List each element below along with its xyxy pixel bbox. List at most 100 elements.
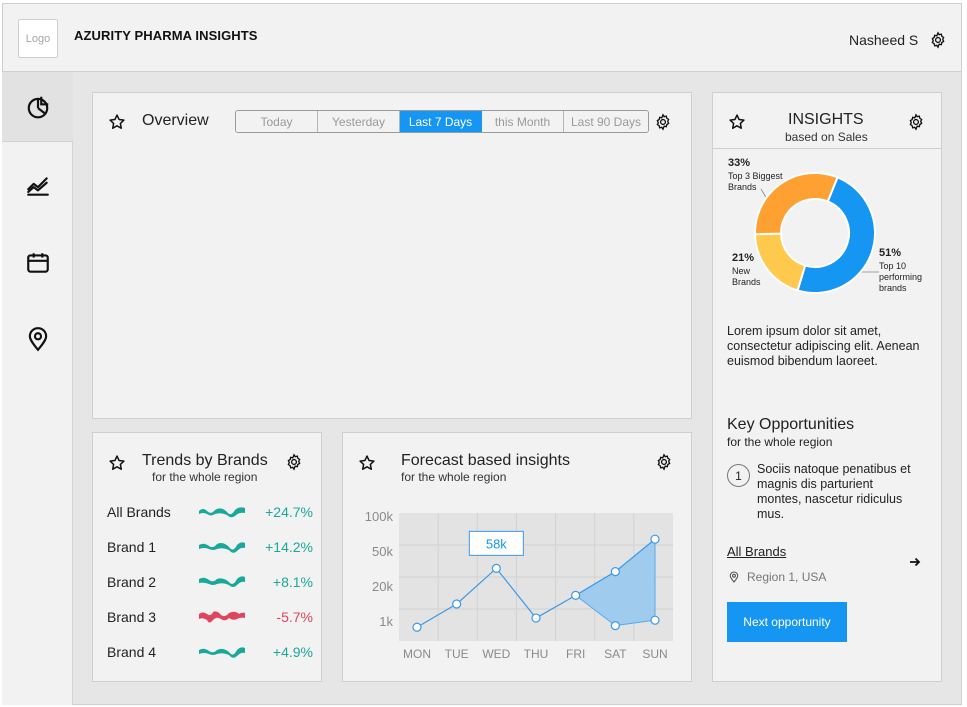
donut-pct-top3: 33%: [728, 157, 751, 169]
y-tick-label: 1k: [379, 614, 393, 629]
donut-label-new: New Brands: [732, 266, 761, 287]
donut-pct-top10: 51%: [879, 247, 902, 259]
trends-title: Trends by Brands: [142, 452, 268, 469]
gear-icon[interactable]: [929, 31, 947, 49]
overview-title: Overview: [142, 112, 209, 129]
brand-name: Brand 4: [107, 644, 157, 660]
star-icon[interactable]: [108, 113, 126, 131]
y-tick-label: 100k: [365, 509, 394, 524]
trends-subtitle: for the whole region: [152, 470, 258, 484]
pie-chart-icon: [27, 96, 48, 118]
donut-slice: [796, 176, 876, 294]
key-opportunities-subtitle: for the whole region: [727, 435, 833, 449]
forecast-card: Forecast based insights for the whole re…: [342, 432, 692, 682]
brand-change: -5.7%: [276, 609, 313, 625]
sparkline: [199, 507, 245, 518]
x-tick-label: MON: [403, 647, 431, 661]
location-pin-icon: [729, 571, 739, 583]
donut-label-top10: Top 10 performing brands: [879, 261, 923, 293]
list-item[interactable]: Brand 2 +8.1%: [107, 572, 313, 592]
sidebar: [2, 72, 73, 705]
x-tick-label: SUN: [642, 647, 667, 661]
range-yesterday-button[interactable]: Yesterday: [318, 111, 400, 132]
donut-label-top3: Top 3 Biggest Brands: [728, 171, 783, 192]
opportunity-text: Sociis natoque penatibus et magnis dis p…: [757, 462, 911, 521]
star-icon[interactable]: [358, 454, 376, 472]
insights-title: INSIGHTS: [788, 111, 864, 128]
donut-slice: [754, 172, 839, 236]
insights-body: Lorem ipsum dolor sit amet, consectetur …: [727, 324, 920, 368]
brand-name: Brand 2: [107, 574, 157, 590]
insights-card: INSIGHTS based on Sales 33% Top 3 Bigges…: [712, 92, 942, 682]
gear-icon[interactable]: [654, 113, 672, 131]
x-tick-label: THU: [524, 647, 549, 661]
sidebar-item-calendar[interactable]: [2, 228, 73, 298]
brand-name: Brand 3: [107, 609, 157, 625]
sidebar-item-locations[interactable]: [2, 304, 73, 374]
x-tick-label: FRI: [566, 647, 585, 661]
tooltip-value: 58k: [486, 536, 507, 551]
app-title: AZURITY PHARMA INSIGHTS: [74, 28, 258, 43]
all-brands-link[interactable]: All Brands: [727, 544, 787, 559]
data-point: [491, 563, 501, 573]
gear-icon[interactable]: [655, 453, 673, 471]
range-this-month-button[interactable]: this Month: [482, 111, 564, 132]
brand-name: All Brands: [107, 504, 171, 520]
brand-change: +4.9%: [272, 644, 313, 660]
brand-change: +24.7%: [265, 504, 313, 520]
sidebar-item-trends[interactable]: [2, 151, 73, 221]
brand-name: Brand 1: [107, 539, 157, 555]
list-item[interactable]: Brand 3 -5.7%: [107, 607, 313, 627]
logo: Logo: [18, 19, 58, 58]
sparkline: [199, 542, 245, 553]
opportunity-number-badge: 1: [727, 464, 750, 487]
key-opportunities-title: Key Opportunities: [727, 416, 855, 433]
location-pin-icon: [28, 327, 47, 352]
date-range-selector: Today Yesterday Last 7 Days this Month L…: [235, 110, 649, 133]
insights-subtitle: based on Sales: [785, 130, 868, 144]
forecast-chart: 100k 50k 20k 1k MON TUE WED THU FRI SAT SUN 58k: [365, 509, 673, 661]
brand-change: +14.2%: [265, 539, 313, 555]
range-last-7-days-button[interactable]: Last 7 Days: [400, 111, 482, 132]
overview-card: Overview Today Yesterday Last 7 Days thi…: [92, 92, 692, 419]
data-point: [650, 534, 660, 544]
list-item[interactable]: Brand 1 +14.2%: [107, 537, 313, 557]
forecast-title: Forecast based insights: [401, 452, 570, 469]
list-item[interactable]: All Brands +24.7%: [107, 502, 313, 522]
data-point: [531, 613, 541, 623]
gear-icon[interactable]: [907, 113, 925, 131]
star-icon[interactable]: [728, 113, 746, 131]
region-label: Region 1, USA: [747, 570, 827, 584]
data-point: [412, 622, 422, 632]
x-tick-label: WED: [482, 647, 510, 661]
brand-change: +8.1%: [272, 574, 313, 590]
user-name[interactable]: Nasheed S: [849, 32, 919, 48]
sparkline: [199, 647, 245, 658]
sparkline: [199, 611, 245, 623]
donut-pct-new: 21%: [732, 252, 755, 264]
data-point: [610, 566, 620, 577]
sales-donut-chart: [753, 172, 879, 294]
data-point: [610, 620, 620, 631]
top-bar: Logo AZURITY PHARMA INSIGHTS Nasheed S: [2, 3, 962, 72]
tooltip-box: [468, 530, 524, 556]
x-tick-label: TUE: [445, 647, 469, 661]
list-item[interactable]: Brand 4 +4.9%: [107, 642, 313, 662]
gear-icon[interactable]: [285, 453, 303, 471]
range-today-button[interactable]: Today: [236, 111, 318, 132]
sidebar-item-dashboard[interactable]: [2, 72, 73, 142]
calendar-icon: [26, 253, 49, 273]
insights-header: [713, 93, 941, 149]
data-point: [650, 615, 660, 625]
y-tick-label: 20k: [372, 579, 393, 594]
arrow-right-icon[interactable]: [909, 556, 921, 568]
range-last-90-days-button[interactable]: Last 90 Days: [564, 111, 648, 132]
forecast-subtitle: for the whole region: [401, 470, 507, 484]
star-icon[interactable]: [108, 454, 126, 472]
sparkline: [199, 576, 245, 587]
next-opportunity-button[interactable]: Next opportunity: [727, 602, 847, 642]
line-chart-icon: [26, 177, 49, 196]
trends-card: Trends by Brands for the whole region Al…: [92, 432, 322, 682]
x-tick-label: SAT: [604, 647, 627, 661]
data-point: [571, 590, 581, 600]
